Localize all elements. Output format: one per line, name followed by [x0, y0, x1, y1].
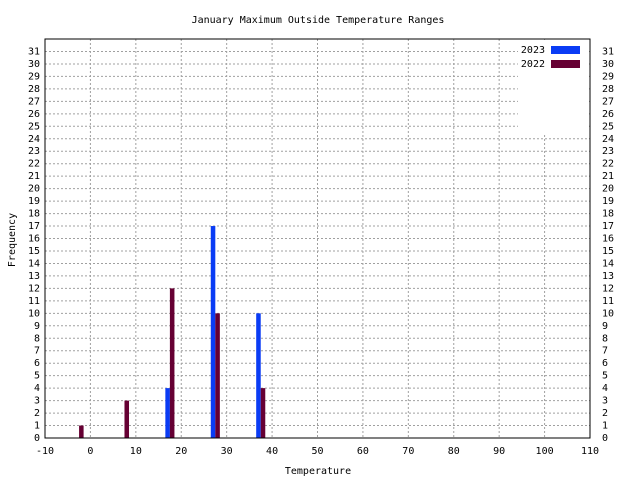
y-tick-label: 3 [34, 396, 40, 407]
y-tick-label: 5 [34, 371, 40, 382]
y2-tick-label: 13 [602, 271, 614, 282]
y2-tick-label: 15 [602, 246, 614, 257]
y-tick-label: 1 [34, 421, 40, 432]
y-tick-label: 6 [34, 358, 40, 369]
y-tick-label: 8 [34, 333, 40, 344]
y2-tick-label: 27 [602, 96, 614, 107]
y2-tick-label: 30 [602, 59, 614, 70]
y-tick-label: 23 [28, 146, 40, 157]
y2-tick-label: 14 [602, 258, 614, 269]
x-tick-label: 10 [130, 446, 142, 457]
y2-tick-label: 20 [602, 184, 614, 195]
y2-tick-label: 24 [602, 134, 614, 145]
y2-tick-label: 8 [602, 333, 608, 344]
y2-tick-label: 16 [602, 234, 614, 245]
y-tick-label: 22 [28, 159, 40, 170]
x-tick-label: 100 [536, 446, 554, 457]
y2-tick-label: 10 [602, 308, 614, 319]
legend-box [518, 40, 589, 133]
y2-tick-label: 21 [602, 171, 614, 182]
y-tick-label: 30 [28, 59, 40, 70]
x-tick-label: 80 [448, 446, 460, 457]
y2-tick-label: 9 [602, 321, 608, 332]
y2-tick-label: 23 [602, 146, 614, 157]
bar [124, 400, 130, 438]
y2-tick-label: 25 [602, 121, 614, 132]
y-tick-label: 11 [28, 296, 40, 307]
y-tick-label: 29 [28, 71, 40, 82]
y-tick-label: 12 [28, 283, 40, 294]
y2-tick-label: 1 [602, 421, 608, 432]
y-tick-label: 24 [28, 134, 40, 145]
x-tick-label: -10 [36, 446, 54, 457]
y2-tick-label: 0 [602, 433, 608, 444]
bar [79, 425, 84, 438]
x-tick-label: 30 [221, 446, 233, 457]
bar [256, 313, 261, 438]
x-tick-label: 50 [311, 446, 323, 457]
y2-tick-label: 18 [602, 209, 614, 220]
y-tick-label: 13 [28, 271, 40, 282]
y2-tick-label: 29 [602, 71, 614, 82]
y2-tick-label: 19 [602, 196, 614, 207]
y2-tick-label: 2 [602, 408, 608, 419]
y-tick-label: 31 [28, 46, 40, 57]
y-tick-label: 4 [34, 383, 40, 394]
y-axis-label: Frequency [7, 213, 18, 267]
y2-tick-label: 11 [602, 296, 614, 307]
bar [210, 226, 216, 438]
bar [260, 388, 266, 438]
y2-tick-label: 7 [602, 346, 608, 357]
y2-tick-label: 12 [602, 283, 614, 294]
y2-tick-label: 31 [602, 46, 614, 57]
bar [169, 288, 175, 438]
y-tick-label: 21 [28, 171, 40, 182]
x-tick-label: 60 [357, 446, 369, 457]
bar [215, 313, 220, 438]
y-tick-label: 15 [28, 246, 40, 257]
x-tick-label: 40 [266, 446, 278, 457]
y-tick-label: 25 [28, 121, 40, 132]
chart-title: January Maximum Outside Temperature Rang… [192, 15, 445, 26]
y-tick-label: 7 [34, 346, 40, 357]
legend-label: 2023 [521, 45, 545, 56]
x-tick-label: 90 [493, 446, 505, 457]
y2-tick-label: 3 [602, 396, 608, 407]
y-tick-label: 19 [28, 196, 40, 207]
y-tick-label: 9 [34, 321, 40, 332]
x-tick-label: 70 [402, 446, 414, 457]
y2-tick-label: 22 [602, 159, 614, 170]
y-tick-label: 2 [34, 408, 40, 419]
legend-swatch [551, 46, 580, 54]
x-axis-label: Temperature [285, 466, 351, 477]
plot-frame [44, 38, 591, 439]
y2-tick-label: 6 [602, 358, 608, 369]
y-tick-label: 27 [28, 96, 40, 107]
x-tick-label: 20 [175, 446, 187, 457]
y2-tick-label: 28 [602, 84, 614, 95]
y-tick-label: 20 [28, 184, 40, 195]
y2-tick-label: 5 [602, 371, 608, 382]
y-tick-label: 10 [28, 308, 40, 319]
x-tick-label: 0 [87, 446, 93, 457]
y-tick-label: 18 [28, 209, 40, 220]
y-tick-label: 28 [28, 84, 40, 95]
x-tick-label: 110 [581, 446, 599, 457]
y2-tick-label: 4 [602, 383, 608, 394]
y-tick-label: 14 [28, 258, 40, 269]
y-tick-label: 26 [28, 109, 40, 120]
bar [165, 388, 170, 438]
y-tick-label: 0 [34, 433, 40, 444]
y-tick-label: 16 [28, 234, 40, 245]
y-tick-label: 17 [28, 221, 40, 232]
legend-label: 2022 [521, 59, 545, 70]
legend-swatch [551, 60, 580, 68]
y2-tick-label: 26 [602, 109, 614, 120]
y2-tick-label: 17 [602, 221, 614, 232]
